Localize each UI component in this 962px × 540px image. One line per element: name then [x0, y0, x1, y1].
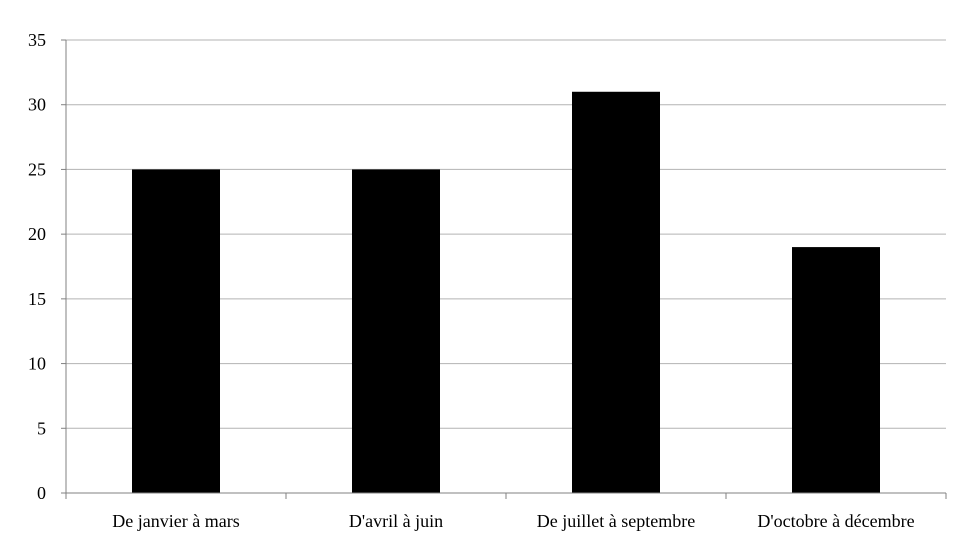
y-tick-label: 15 — [28, 289, 46, 309]
y-tick-label: 5 — [37, 418, 46, 438]
bar — [572, 91, 660, 494]
x-category-label: De janvier à mars — [112, 511, 239, 531]
bars — [132, 91, 880, 494]
y-tick-label: 35 — [28, 30, 46, 50]
y-tick-label: 25 — [28, 159, 46, 179]
bar — [132, 169, 220, 493]
bar — [792, 247, 880, 493]
bar — [352, 169, 440, 493]
x-category-label: D'octobre à décembre — [757, 511, 914, 531]
y-tick-labels: 0 5 10 15 20 25 30 35 — [28, 30, 46, 503]
y-tick-label: 10 — [28, 354, 46, 374]
x-category-label: De juillet à septembre — [537, 511, 695, 531]
axes — [61, 39, 947, 499]
x-category-labels: De janvier à mars D'avril à juin De juille… — [112, 511, 914, 531]
y-tick-label: 0 — [37, 483, 46, 503]
y-tick-label: 20 — [28, 224, 46, 244]
y-tick-label: 30 — [28, 95, 46, 115]
x-category-label: D'avril à juin — [349, 511, 443, 531]
